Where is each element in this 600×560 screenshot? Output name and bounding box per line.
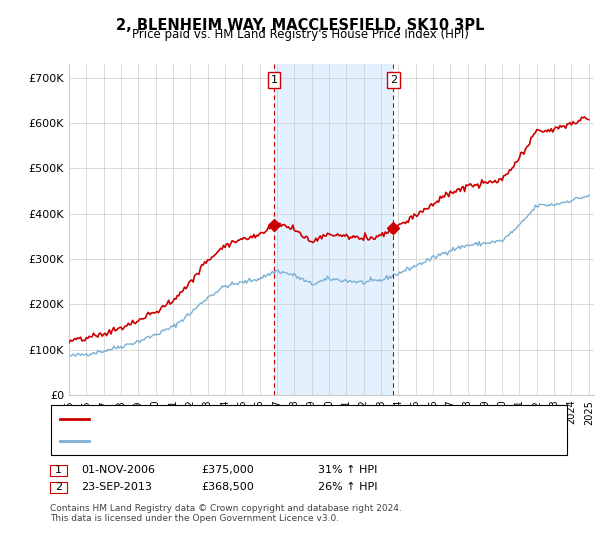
Text: HPI: Average price, detached house, Cheshire East: HPI: Average price, detached house, Ches… (93, 436, 358, 446)
Text: £368,500: £368,500 (201, 482, 254, 492)
Text: 2: 2 (390, 75, 397, 85)
Text: Contains HM Land Registry data © Crown copyright and database right 2024.
This d: Contains HM Land Registry data © Crown c… (50, 504, 401, 524)
Text: 2: 2 (55, 482, 62, 492)
Text: 31% ↑ HPI: 31% ↑ HPI (318, 465, 377, 475)
Text: 2, BLENHEIM WAY, MACCLESFIELD, SK10 3PL: 2, BLENHEIM WAY, MACCLESFIELD, SK10 3PL (116, 18, 484, 33)
Text: 1: 1 (55, 465, 62, 475)
Text: 1: 1 (271, 75, 277, 85)
Text: Price paid vs. HM Land Registry's House Price Index (HPI): Price paid vs. HM Land Registry's House … (131, 28, 469, 41)
Text: 2, BLENHEIM WAY, MACCLESFIELD, SK10 3PL (detached house): 2, BLENHEIM WAY, MACCLESFIELD, SK10 3PL … (93, 414, 420, 424)
Text: £375,000: £375,000 (201, 465, 254, 475)
Text: 26% ↑ HPI: 26% ↑ HPI (318, 482, 377, 492)
Text: 01-NOV-2006: 01-NOV-2006 (81, 465, 155, 475)
Text: 23-SEP-2013: 23-SEP-2013 (81, 482, 152, 492)
